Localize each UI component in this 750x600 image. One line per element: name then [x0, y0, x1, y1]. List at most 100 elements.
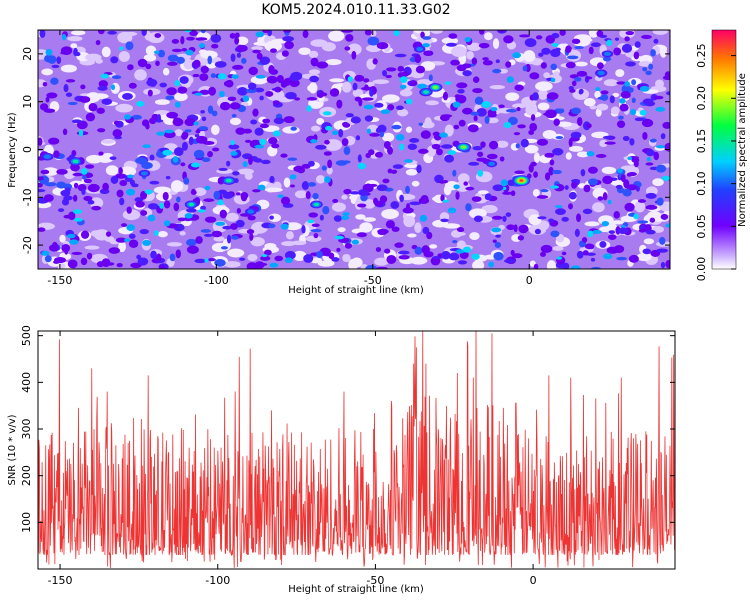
heatmap-cyan-cell — [556, 256, 563, 260]
heatmap-dark-cell — [38, 227, 46, 232]
heatmap-light-cell — [477, 190, 489, 195]
heatmap-dark-cell — [385, 220, 395, 229]
heatmap-dark-cell — [648, 63, 654, 70]
heatmap-dark-cell — [234, 36, 240, 45]
heatmap-dark-cell — [57, 208, 65, 213]
heatmap-dark-cell — [166, 87, 177, 96]
heatmap-peak — [72, 159, 79, 164]
heatmap-dark-cell — [222, 192, 234, 199]
heatmap-dark-cell — [373, 197, 379, 205]
heatmap-peak — [603, 51, 611, 57]
heatmap-dark-cell — [448, 252, 460, 261]
heatmap-cyan-cell — [619, 98, 626, 104]
heatmap-peak — [642, 98, 654, 106]
heatmap-peak — [492, 184, 504, 192]
heatmap-light-cell — [397, 108, 409, 117]
heatmap-cyan-cell — [477, 169, 484, 177]
heatmap-cyan-cell — [380, 109, 391, 115]
heatmap-dark-cell — [80, 84, 86, 90]
heatmap-light-cell — [583, 97, 596, 107]
heatmap-light-cell — [93, 229, 110, 241]
heatmap-dark-cell — [477, 151, 484, 157]
heatmap-dark-cell — [305, 191, 311, 200]
heatmap-dark-cell — [530, 114, 536, 121]
heatmap-dark-cell — [544, 172, 551, 181]
heatmap-light-cell — [307, 84, 315, 92]
heatmap-cyan-cell — [661, 175, 670, 181]
heatmap-cyan-cell — [273, 130, 281, 137]
heatmap-dark-cell — [71, 119, 82, 124]
heatmap-cyan-cell — [347, 76, 353, 83]
heatmap-dark-cell — [316, 250, 323, 259]
x-tick-label: -100 — [205, 574, 230, 587]
heatmap-dark-cell — [186, 208, 197, 213]
heatmap-cyan-cell — [606, 39, 612, 47]
heatmap-cyan-cell — [325, 125, 333, 131]
heatmap-dark-cell — [194, 258, 207, 264]
heatmap-dark-cell — [131, 114, 142, 120]
heatmap-dark-cell — [72, 194, 78, 202]
heatmap-light-cell — [115, 103, 133, 113]
heatmap-dark-cell — [414, 54, 422, 64]
heatmap-dark-cell — [540, 188, 549, 193]
heatmap-dark-cell — [88, 102, 98, 112]
heatmap-cyan-cell — [174, 79, 180, 87]
heatmap-dark-cell — [385, 67, 397, 72]
heatmap-dark-cell — [514, 84, 524, 92]
heatmap-cyan-cell — [162, 149, 173, 156]
heatmap-dark-cell — [535, 35, 543, 40]
heatmap-dark-cell — [167, 61, 178, 66]
heatmap-dark-cell — [627, 172, 637, 177]
heatmap-cyan-cell — [342, 212, 350, 216]
heatmap-light-cell — [321, 42, 336, 52]
heatmap-dark-cell — [210, 73, 216, 79]
heatmap-dark-cell — [456, 227, 465, 233]
colorbar-tick-label: 0.25 — [695, 43, 708, 68]
heatmap-cyan-cell — [332, 130, 339, 136]
heatmap-dark-cell — [498, 104, 505, 109]
heatmap-dark-cell — [155, 60, 160, 67]
snr-frame — [37, 330, 676, 570]
heatmap-dark-cell — [48, 244, 60, 252]
heatmap-dark-cell — [520, 138, 529, 148]
heatmap-dark-cell — [265, 91, 274, 97]
heatmap-light-cell — [612, 92, 620, 98]
heatmap-dark-cell — [484, 115, 490, 124]
heatmap-dark-cell — [382, 178, 390, 184]
heatmap-dark-cell — [349, 191, 361, 195]
heatmap-dark-cell — [385, 74, 392, 79]
heatmap-dark-cell — [474, 96, 484, 105]
heatmap-cyan-cell — [591, 229, 602, 234]
heatmap-light-cell — [584, 221, 600, 227]
heatmap-dark-cell — [308, 212, 318, 218]
heatmap-dark-cell — [249, 233, 254, 241]
heatmap-light-cell — [537, 88, 548, 100]
heatmap-light-cell — [298, 47, 311, 55]
heatmap-peak — [460, 145, 467, 149]
heatmap-peak — [519, 179, 524, 182]
heatmap-dark-cell — [645, 229, 656, 235]
heatmap-dark-cell — [391, 226, 400, 232]
heatmap-dark-cell — [137, 58, 148, 68]
y-tick-label: 400 — [20, 372, 33, 393]
heatmap-dark-cell — [420, 130, 431, 139]
heatmap-dark-cell — [200, 65, 209, 74]
heatmap-peak — [423, 90, 429, 94]
heatmap-peak — [101, 98, 113, 105]
heatmap-dark-cell — [154, 33, 162, 38]
heatmap-dark-cell — [595, 154, 607, 158]
heatmap-light-cell — [283, 177, 291, 188]
heatmap-light-cell — [374, 257, 389, 266]
heatmap-light-cell — [311, 125, 321, 132]
heatmap-dark-cell — [375, 247, 382, 252]
heatmap-cyan-cell — [655, 106, 666, 112]
heatmap-cyan-cell — [633, 213, 639, 220]
heatmap-dark-cell — [290, 184, 295, 188]
heatmap-dark-cell — [529, 122, 538, 132]
heatmap-dark-cell — [165, 175, 171, 180]
heatmap-dark-cell — [207, 151, 213, 158]
heatmap-dark-cell — [119, 197, 125, 206]
heatmap-dark-cell — [442, 179, 449, 184]
heatmap-cyan-cell — [215, 221, 226, 226]
